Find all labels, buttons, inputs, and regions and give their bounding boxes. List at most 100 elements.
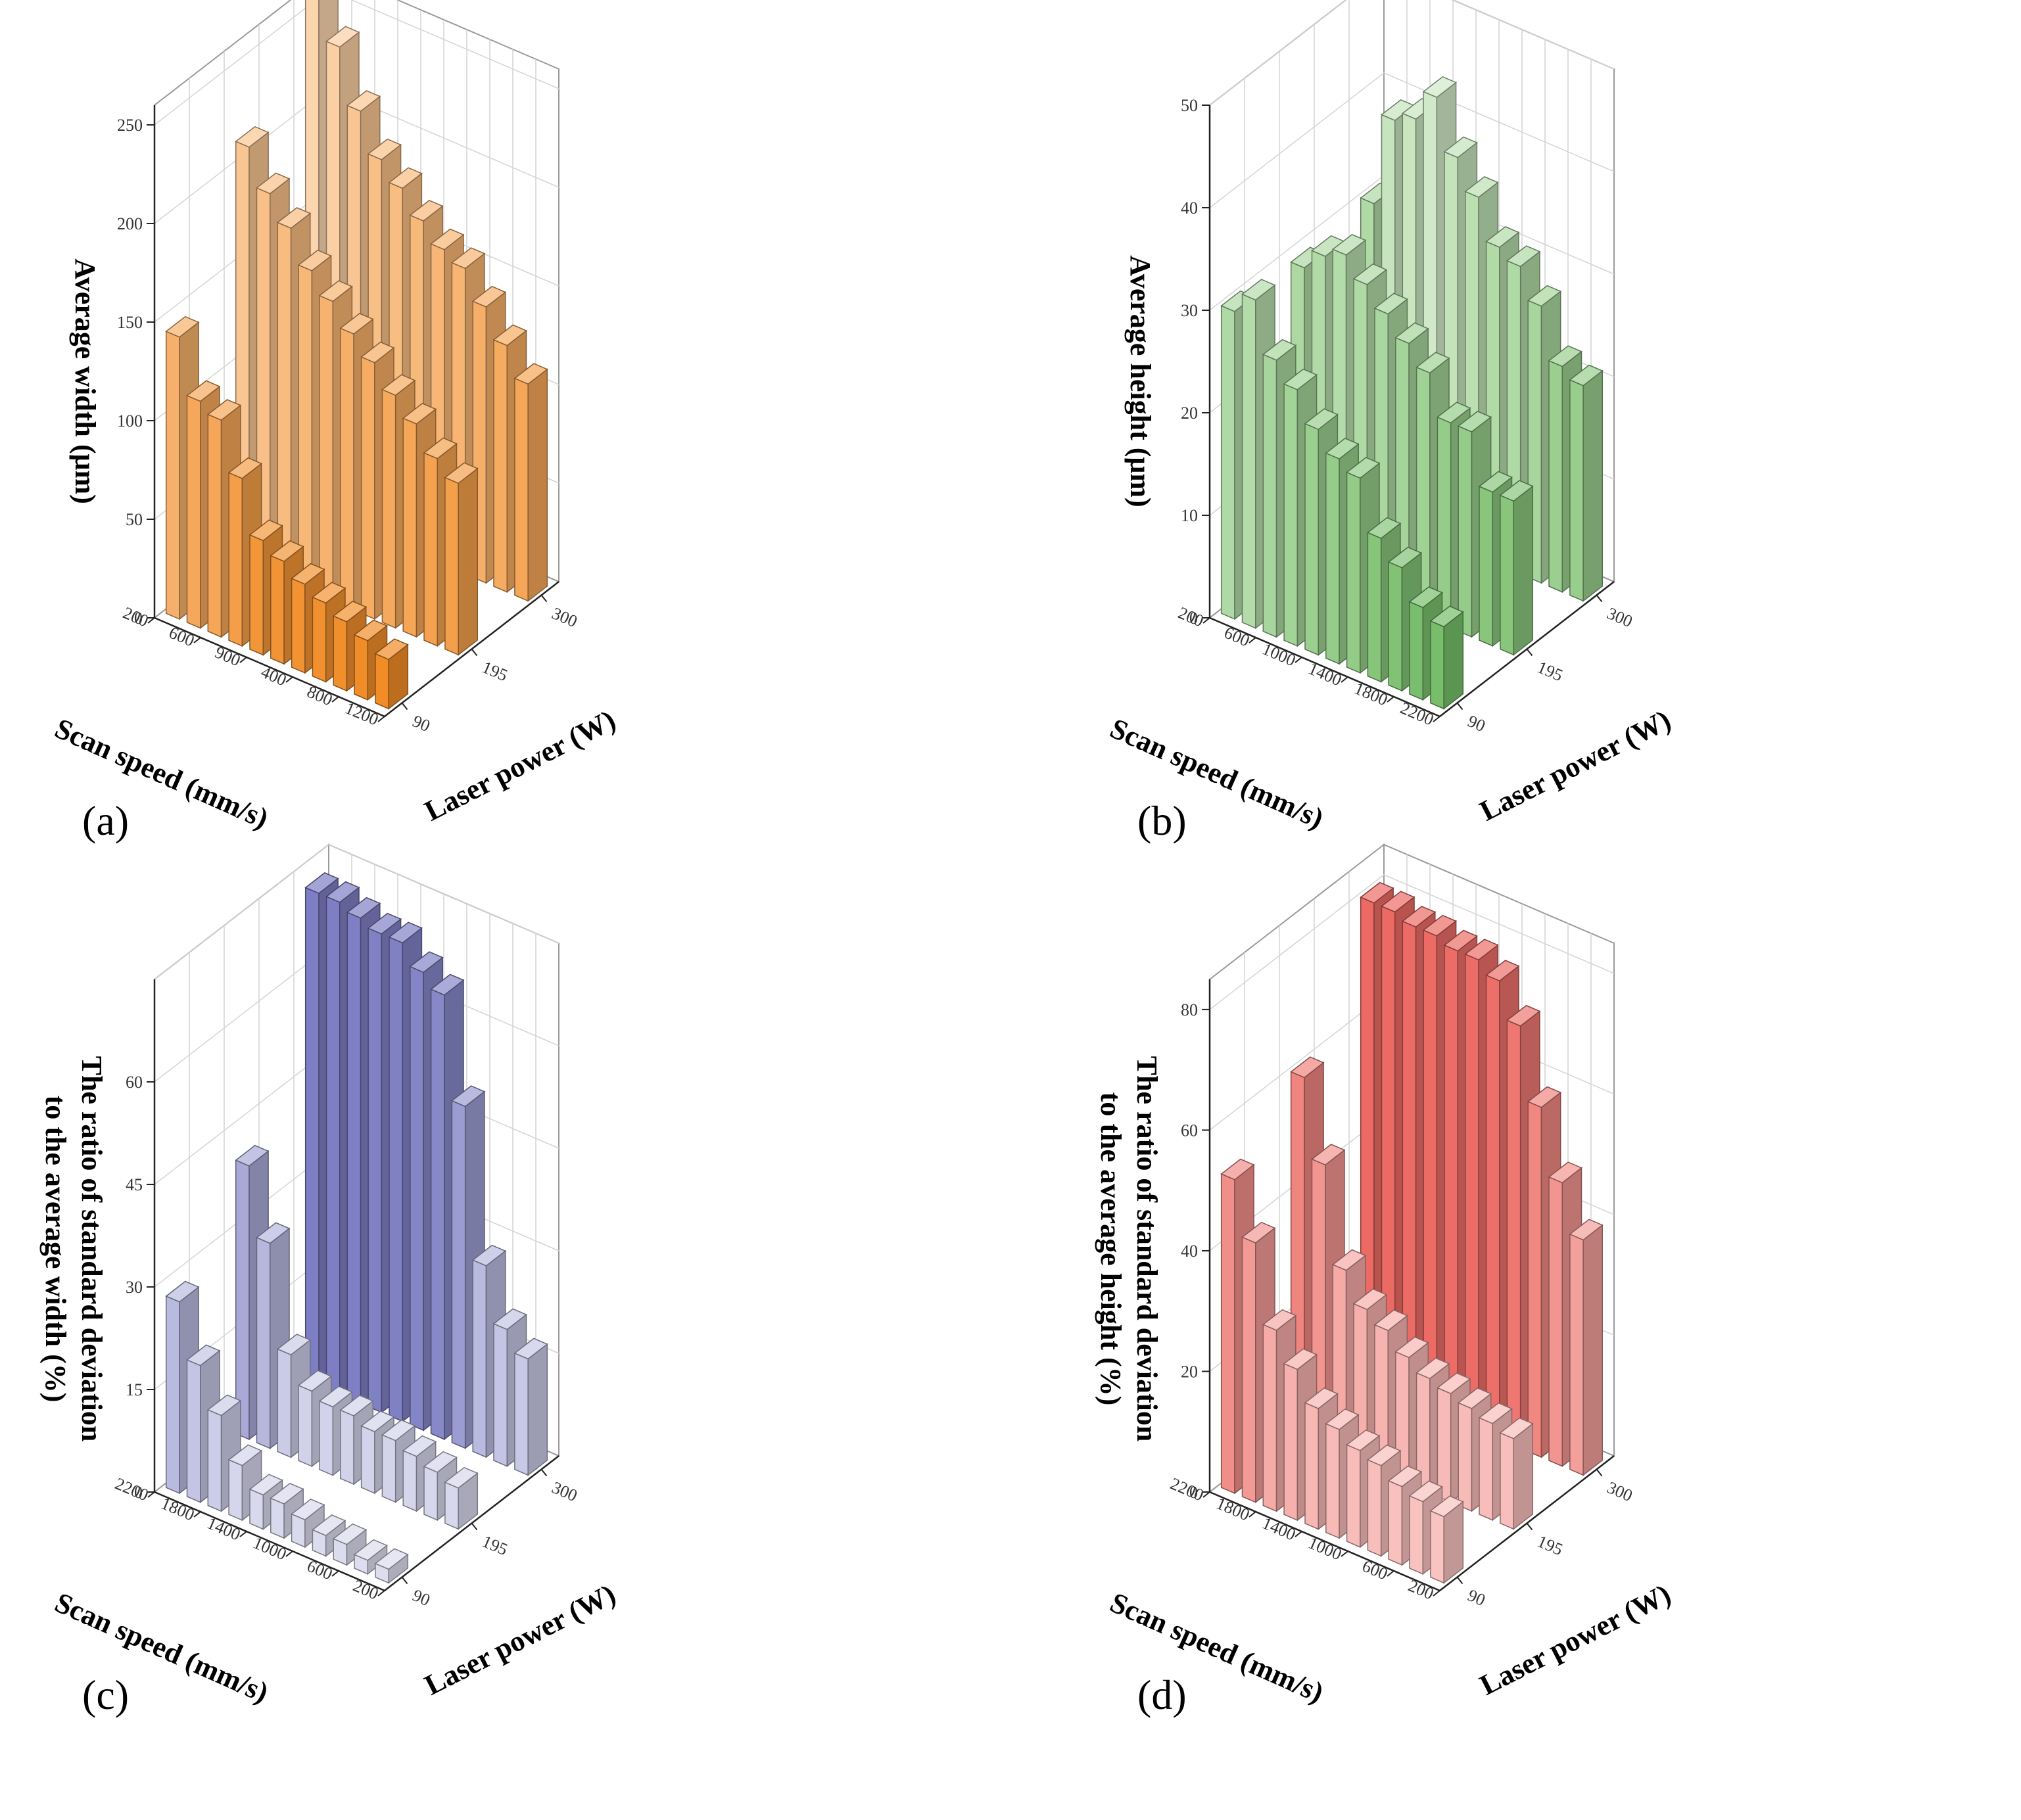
panel-a-bar-front: [493, 338, 508, 593]
panel-a-bar-front: [360, 356, 375, 620]
panel-a-zlabel: Average width (μm): [69, 258, 101, 504]
panel-a-scan-tick-label: 600: [166, 623, 197, 651]
panel-b-bar-top: [1464, 176, 1499, 198]
panel-a-bar-top: [227, 457, 263, 479]
panel-c-bar-front: [346, 911, 362, 1405]
panel-a-bar-top: [423, 437, 458, 459]
panel-a-bar-top: [450, 247, 486, 269]
panel-a-z-tick-label: 0: [134, 609, 143, 628]
panel-c-bar-top: [423, 1451, 458, 1473]
panel-d-bar-front: [1409, 1495, 1424, 1575]
panel-c-bar-top: [235, 1144, 270, 1167]
panel-c-bar-front: [402, 1449, 417, 1512]
panel-d-bar-front: [1325, 1423, 1340, 1539]
panel-d-tag: (d): [1137, 1671, 1187, 1718]
panel-c-bar-top: [513, 1338, 548, 1360]
panel-c-scan-tick: [285, 1551, 293, 1557]
panel-b-bar-front: [1262, 354, 1277, 638]
panel-c-bar-top: [297, 1370, 333, 1392]
panel-b-bar-front: [1409, 601, 1424, 701]
panel-d-bar-top: [1408, 1480, 1443, 1503]
panel-a-scan-tick: [239, 657, 247, 663]
panel-d-bar-top: [1401, 906, 1437, 928]
panel-a-bar-top: [374, 638, 409, 661]
panel-c-bar-front: [235, 1159, 250, 1441]
panel-c-bar-front: [360, 1425, 375, 1494]
panel-c-bar-front: [319, 1400, 334, 1476]
panel-a-bar-top: [206, 399, 242, 421]
panel-d-power-tick: [1456, 1576, 1463, 1585]
panel-c-bar-top: [270, 1483, 304, 1505]
panel-d-bar: [1569, 1219, 1604, 1476]
panel-b-z-tick-label: 0: [1189, 609, 1198, 628]
panel-d-bar-top: [1422, 914, 1458, 937]
panel-b-bar: [1569, 364, 1604, 602]
panel-d-bar-front: [1500, 1432, 1514, 1530]
panel-d-scan-tick: [1433, 1590, 1440, 1597]
panel-a-bar-top: [346, 90, 381, 112]
panel-b-bar-top: [1485, 226, 1520, 248]
panel-b-bar-top: [1527, 285, 1562, 307]
panel-c-scan-tick-label: 200: [350, 1576, 381, 1604]
panel-a-bar-top: [409, 200, 444, 222]
panel-d-bar-top: [1366, 1444, 1402, 1466]
panel-d-bar-front: [1444, 944, 1459, 1422]
panel-d-bar-top: [1311, 1144, 1346, 1166]
panel-a-bar-front: [312, 596, 327, 683]
panel-d-bar-top: [1457, 1387, 1492, 1409]
panel-d-bar-front: [1430, 1510, 1444, 1584]
panel-d-z-tick-label: 80: [1181, 1000, 1198, 1019]
panel-b-bar-front: [1241, 293, 1256, 629]
panel-c-bar-top: [471, 1244, 507, 1267]
panel-d-bar-top: [1352, 1288, 1388, 1311]
panel-a-bar-front: [186, 394, 201, 629]
panel-d-bar-top: [1464, 939, 1499, 961]
panel-a-scan-tick-label: 200: [120, 603, 151, 631]
panel-d-bar-top: [1331, 1249, 1367, 1271]
panel-c-bar-top: [402, 1435, 437, 1457]
panel-c-bar-top: [291, 1499, 325, 1521]
panel-d-zlabel-line-1: The ratio of standard deviation: [1131, 1056, 1163, 1442]
panel-c-bar-front: [228, 1458, 243, 1522]
panel-a-bar: [444, 462, 479, 656]
panel-b-power-tick: [1526, 648, 1533, 657]
panel-b-z-tick-label: 50: [1181, 96, 1198, 115]
panel-a-scan-axis: [154, 617, 385, 718]
panel-c-power-tick: [401, 1576, 408, 1585]
panel-c-bar-top: [249, 1474, 283, 1496]
panel-d-bar-top: [1443, 929, 1478, 952]
panel-a-bar-side: [527, 368, 548, 602]
panel-c-power-tick-label: 90: [410, 1585, 433, 1610]
panel-c-bar-top: [318, 1386, 353, 1408]
panel-c-bar-front: [165, 1295, 180, 1495]
panel-c-bar-front: [514, 1352, 529, 1476]
panel-b-scan-tick: [1248, 637, 1256, 643]
panel-d-scan-tick: [1202, 1491, 1210, 1498]
panel-c-bar: [513, 1338, 548, 1476]
panel-c-bar-top: [206, 1394, 242, 1416]
panel-c-bar: [353, 1539, 388, 1575]
panel-c-z-tick-label: 0: [134, 1483, 143, 1502]
panel-d-scan-axis: [1209, 1491, 1440, 1592]
panel-c-bar: [374, 1548, 409, 1584]
panel-c-bar-front: [325, 895, 341, 1395]
panel-b-bar-side: [1513, 485, 1534, 656]
panel-c-bar-front: [304, 887, 320, 1387]
panel-d-bar-front: [1479, 1416, 1494, 1521]
panel-a-bar-top: [270, 540, 304, 562]
panel-a-bar-front: [423, 452, 439, 647]
panel-a-bar-top: [388, 167, 423, 189]
panel-b-scan-tick: [1295, 657, 1302, 663]
panel-d-bar-top: [1241, 1221, 1276, 1244]
panel-b-bar-top: [1283, 368, 1318, 390]
panel-c-scan-tick-label: 2200: [112, 1474, 151, 1505]
panel-d-scan-tick-label: 200: [1406, 1576, 1437, 1604]
panel-c-scan-tick: [239, 1531, 247, 1537]
panel-a-bar-top: [332, 600, 368, 622]
panel-c-bar: [291, 1499, 325, 1549]
panel-c-scan-tick: [193, 1511, 201, 1518]
panel-d-bar-top: [1478, 1402, 1513, 1424]
panel-a-scan-tick-label: 800: [304, 682, 335, 710]
panel-d-bar-top: [1381, 891, 1415, 913]
